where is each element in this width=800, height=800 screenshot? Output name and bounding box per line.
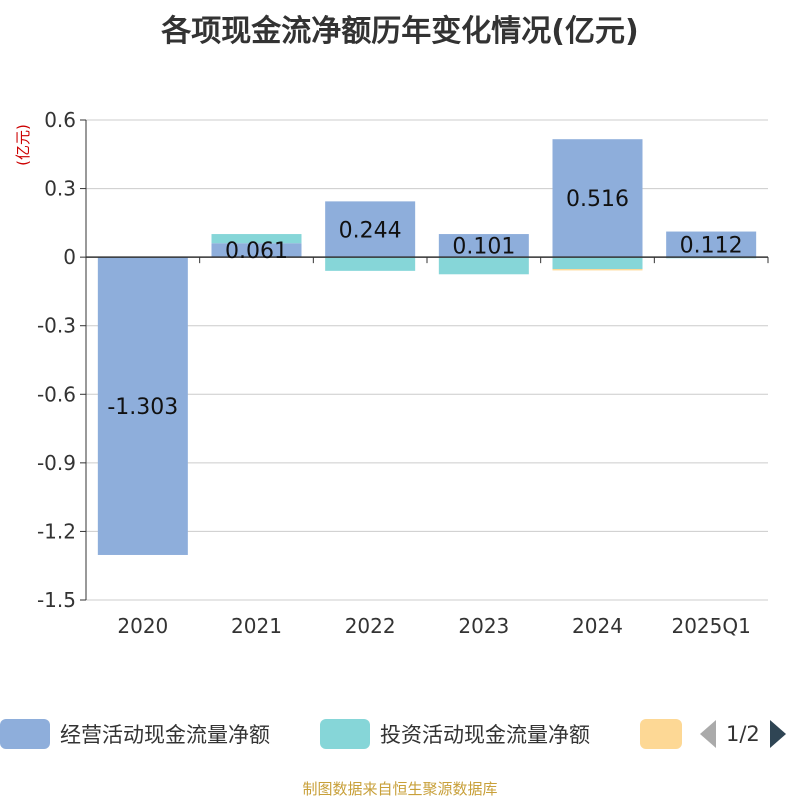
legend-swatch-financing	[640, 719, 682, 749]
data-label: 0.112	[680, 233, 743, 258]
y-tick-label: 0.6	[44, 108, 76, 132]
bar-series1-2025Q1	[666, 231, 757, 258]
bar-series3-2024	[552, 269, 643, 271]
x-tick-label: 2024	[572, 614, 623, 638]
y-axis-label: (亿元)	[14, 124, 32, 166]
x-tick-label: 2020	[117, 614, 168, 638]
y-tick-label: 0.3	[44, 177, 76, 201]
legend-label-operating: 经营活动现金流量净额	[60, 723, 270, 747]
y-tick-label: -0.9	[37, 451, 76, 475]
bar-series2-2022	[325, 257, 416, 271]
y-tick-label: 0	[63, 245, 76, 269]
legend-label-investing: 投资活动现金流量净额	[380, 723, 590, 747]
bar-series2-2021	[211, 234, 302, 244]
legend-item-financing[interactable]	[640, 716, 692, 752]
x-tick-label: 2021	[231, 614, 282, 638]
data-label: 0.244	[339, 218, 402, 243]
bar-series2-2024	[552, 257, 643, 270]
x-tick-label: 2023	[458, 614, 509, 638]
bar-series1-2021	[211, 243, 302, 258]
legend-swatch-operating	[0, 719, 50, 749]
data-label: 0.516	[566, 187, 629, 212]
legend-next-arrow-icon[interactable]	[769, 720, 786, 748]
legend-item-operating[interactable]: 经营活动现金流量净额	[0, 716, 270, 752]
x-tick-label: 2025Q1	[671, 614, 750, 638]
y-tick-label: -0.6	[37, 382, 76, 406]
bar-series1-2022	[325, 201, 416, 258]
legend: 经营活动现金流量净额 投资活动现金流量净额 1/2	[0, 716, 800, 752]
chart-title: 各项现金流净额历年变化情况(亿元)	[161, 14, 639, 49]
bar-series2-2023	[438, 257, 529, 275]
y-tick-label: -1.5	[37, 588, 76, 612]
bar-series1-2024	[552, 139, 643, 258]
legend-prev-arrow-icon[interactable]	[700, 720, 716, 748]
data-label: -1.303	[107, 395, 178, 420]
legend-page-indicator: 1/2	[726, 722, 760, 746]
legend-swatch-investing	[320, 719, 370, 749]
data-source-note: 制图数据来自恒生聚源数据库	[302, 780, 498, 798]
data-label: 0.061	[225, 239, 288, 264]
bar-series1-2023	[438, 234, 529, 258]
bar-series1-2020	[97, 257, 188, 555]
x-tick-label: 2022	[345, 614, 396, 638]
bar-chart: 0.6 0.3 0 -0.3 -0.6 -0.9 -1.2 -1.5 (亿元) 2020 2021 2…	[14, 108, 769, 638]
y-tick-label: -0.3	[37, 314, 76, 338]
y-tick-label: -1.2	[37, 519, 76, 543]
legend-pager: 1/2	[700, 716, 786, 752]
legend-item-investing[interactable]: 投资活动现金流量净额	[320, 716, 590, 752]
data-label: 0.101	[452, 235, 515, 260]
